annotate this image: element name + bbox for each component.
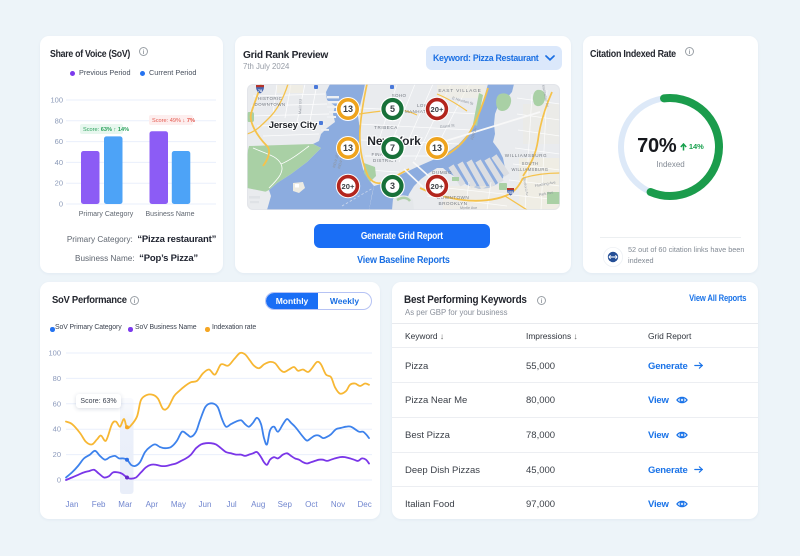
svg-text:HISTORIC: HISTORIC: [258, 96, 283, 101]
svg-text:Apr: Apr: [146, 500, 159, 509]
svg-text:80: 80: [55, 116, 63, 125]
svg-text:Mar: Mar: [118, 500, 132, 509]
svg-text:20+: 20+: [431, 105, 444, 114]
svg-text:NEW YORK: NEW YORK: [337, 148, 346, 169]
svg-text:Feb: Feb: [92, 500, 106, 509]
svg-text:MANHATTAN: MANHATTAN: [405, 109, 436, 114]
svg-text:Grand St: Grand St: [440, 123, 455, 129]
svg-text:Bedford Av: Bedford Av: [522, 177, 529, 196]
svg-text:5: 5: [390, 104, 395, 114]
svg-text:13: 13: [343, 143, 353, 153]
svg-text:20+: 20+: [342, 182, 355, 191]
svg-text:E Houston St: E Houston St: [452, 96, 474, 106]
svg-text:Park Ave: Park Ave: [538, 190, 553, 196]
svg-text:20: 20: [55, 179, 63, 188]
svg-text:Myrtle Ave: Myrtle Ave: [460, 206, 477, 210]
svg-text:Jun: Jun: [199, 500, 212, 509]
svg-text:0: 0: [59, 200, 63, 209]
svg-text:Manhattan Av: Manhattan Av: [541, 84, 550, 107]
svg-text:DISTRICT: DISTRICT: [373, 158, 397, 163]
svg-text:SOHO: SOHO: [392, 93, 407, 98]
svg-text:78: 78: [258, 89, 262, 93]
svg-text:Score: 63% ↑ 14%: Score: 63% ↑ 14%: [83, 127, 129, 133]
svg-text:3: 3: [390, 181, 395, 191]
svg-text:Business Name: Business Name: [145, 211, 194, 218]
svg-text:40: 40: [53, 425, 61, 434]
svg-text:7: 7: [390, 143, 395, 153]
svg-text:WILLIAMSBURG: WILLIAMSBURG: [512, 167, 549, 172]
svg-text:TRIBECA: TRIBECA: [374, 125, 398, 130]
svg-text:Score: 49% ↓ 7%: Score: 49% ↓ 7%: [152, 118, 195, 124]
svg-text:Jan: Jan: [66, 500, 79, 509]
svg-text:NEW JERSEY: NEW JERSEY: [332, 144, 342, 169]
svg-text:13: 13: [343, 104, 353, 114]
svg-text:60: 60: [55, 137, 63, 146]
svg-text:278: 278: [508, 191, 514, 195]
svg-text:20+: 20+: [431, 182, 444, 191]
svg-text:100: 100: [48, 349, 61, 358]
svg-text:Oct: Oct: [305, 500, 318, 509]
svg-text:WILLIAMSBURG: WILLIAMSBURG: [505, 153, 547, 158]
svg-text:DOWNTOWN: DOWNTOWN: [437, 195, 469, 200]
svg-text:100: 100: [50, 96, 63, 105]
svg-text:20: 20: [53, 450, 61, 459]
svg-text:Nov: Nov: [331, 500, 345, 509]
svg-text:BROOKLYN: BROOKLYN: [439, 201, 468, 206]
svg-text:DUMBO: DUMBO: [432, 170, 452, 175]
svg-text:FDR Dr: FDR Dr: [470, 126, 478, 140]
svg-text:DOWNTOWN: DOWNTOWN: [254, 102, 285, 107]
svg-text:Jersey City: Jersey City: [269, 120, 318, 131]
svg-text:May: May: [171, 500, 186, 509]
svg-text:SOUTH: SOUTH: [522, 161, 539, 166]
svg-text:Flushing Ave: Flushing Ave: [534, 180, 555, 188]
svg-text:Primary Category: Primary Category: [79, 211, 134, 218]
svg-text:Sep: Sep: [278, 500, 293, 509]
svg-text:60: 60: [53, 399, 61, 408]
svg-text:Dec: Dec: [357, 500, 371, 509]
svg-text:Aug: Aug: [251, 500, 265, 509]
svg-text:0: 0: [57, 476, 61, 485]
svg-text:40: 40: [55, 158, 63, 167]
svg-text:Marin Bd: Marin Bd: [298, 99, 303, 114]
svg-text:Jul: Jul: [226, 500, 236, 509]
svg-text:80: 80: [53, 374, 61, 383]
svg-text:13: 13: [432, 143, 442, 153]
svg-text:EAST VILLAGE: EAST VILLAGE: [438, 88, 481, 94]
